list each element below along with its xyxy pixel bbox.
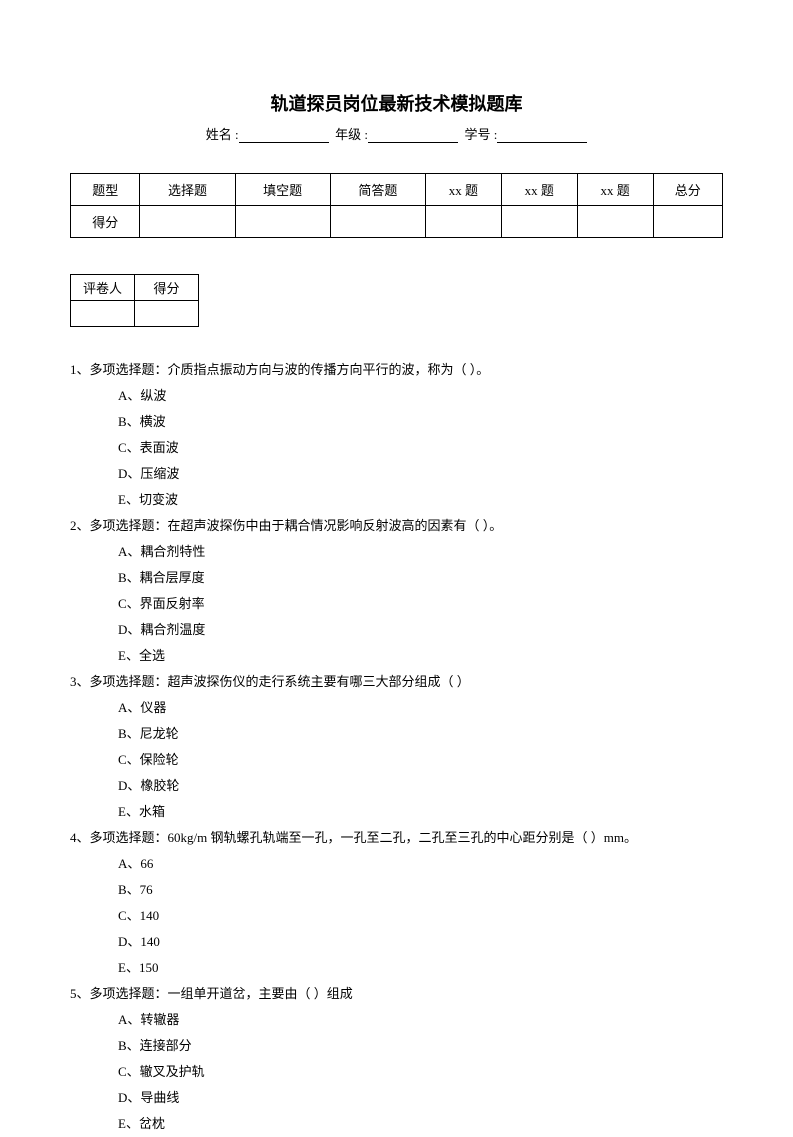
question: 2、多项选择题：在超声波探伤中由于耦合情况影响反射波高的因素有（ ）。A、耦合剂… bbox=[70, 513, 723, 669]
table-cell: 选择题 bbox=[140, 174, 235, 206]
table-cell bbox=[501, 206, 577, 238]
option: A、仪器 bbox=[118, 695, 723, 721]
option: E、岔枕 bbox=[118, 1111, 723, 1137]
table-cell bbox=[71, 301, 135, 327]
table-cell: xx 题 bbox=[425, 174, 501, 206]
table-cell bbox=[140, 206, 235, 238]
question-text: 5、多项选择题：一组单开道岔，主要由（ ）组成 bbox=[70, 981, 723, 1007]
table-cell: 得分 bbox=[135, 275, 199, 301]
option: A、纵波 bbox=[118, 383, 723, 409]
options: A、仪器B、尼龙轮C、保险轮D、橡胶轮E、水箱 bbox=[70, 695, 723, 825]
table-cell: 题型 bbox=[71, 174, 140, 206]
option: D、压缩波 bbox=[118, 461, 723, 487]
table-cell: xx 题 bbox=[577, 174, 653, 206]
question: 5、多项选择题：一组单开道岔，主要由（ ）组成A、转辙器B、连接部分C、辙叉及护… bbox=[70, 981, 723, 1137]
option: A、耦合剂特性 bbox=[118, 539, 723, 565]
question: 4、多项选择题：60kg/m 钢轨螺孔轨端至一孔，一孔至二孔，二孔至三孔的中心距… bbox=[70, 825, 723, 981]
question: 3、多项选择题：超声波探伤仪的走行系统主要有哪三大部分组成（ ）A、仪器B、尼龙… bbox=[70, 669, 723, 825]
option: E、全选 bbox=[118, 643, 723, 669]
option: D、导曲线 bbox=[118, 1085, 723, 1111]
table-row: 评卷人 得分 bbox=[71, 275, 199, 301]
name-label: 姓名 : bbox=[206, 127, 239, 142]
option: B、耦合层厚度 bbox=[118, 565, 723, 591]
option: B、横波 bbox=[118, 409, 723, 435]
table-cell bbox=[577, 206, 653, 238]
table-cell bbox=[425, 206, 501, 238]
table-cell: 得分 bbox=[71, 206, 140, 238]
table-cell: 简答题 bbox=[330, 174, 425, 206]
option: E、150 bbox=[118, 955, 723, 981]
questions-container: 1、多项选择题：介质指点振动方向与波的传播方向平行的波，称为（ ）。A、纵波B、… bbox=[70, 357, 723, 1137]
table-cell bbox=[235, 206, 330, 238]
option: E、水箱 bbox=[118, 799, 723, 825]
option: C、辙叉及护轨 bbox=[118, 1059, 723, 1085]
page-title: 轨道探员岗位最新技术模拟题库 bbox=[70, 90, 723, 116]
option: C、界面反射率 bbox=[118, 591, 723, 617]
grade-blank bbox=[368, 129, 458, 143]
table-row: 题型 选择题 填空题 简答题 xx 题 xx 题 xx 题 总分 bbox=[71, 174, 723, 206]
option: D、耦合剂温度 bbox=[118, 617, 723, 643]
question-text: 4、多项选择题：60kg/m 钢轨螺孔轨端至一孔，一孔至二孔，二孔至三孔的中心距… bbox=[70, 825, 723, 851]
option: E、切变波 bbox=[118, 487, 723, 513]
option: C、表面波 bbox=[118, 435, 723, 461]
question-text: 1、多项选择题：介质指点振动方向与波的传播方向平行的波，称为（ ）。 bbox=[70, 357, 723, 383]
question-text: 3、多项选择题：超声波探伤仪的走行系统主要有哪三大部分组成（ ） bbox=[70, 669, 723, 695]
question: 1、多项选择题：介质指点振动方向与波的传播方向平行的波，称为（ ）。A、纵波B、… bbox=[70, 357, 723, 513]
info-line: 姓名 : 年级 : 学号 : bbox=[70, 124, 723, 143]
options: A、66B、76C、140D、140E、150 bbox=[70, 851, 723, 981]
option: B、76 bbox=[118, 877, 723, 903]
name-blank bbox=[239, 129, 329, 143]
option: C、140 bbox=[118, 903, 723, 929]
id-label: 学号 : bbox=[464, 127, 497, 142]
table-cell bbox=[653, 206, 722, 238]
option: A、转辙器 bbox=[118, 1007, 723, 1033]
options: A、转辙器B、连接部分C、辙叉及护轨D、导曲线E、岔枕 bbox=[70, 1007, 723, 1137]
options: A、耦合剂特性B、耦合层厚度C、界面反射率D、耦合剂温度E、全选 bbox=[70, 539, 723, 669]
table-cell: 评卷人 bbox=[71, 275, 135, 301]
options: A、纵波B、横波C、表面波D、压缩波E、切变波 bbox=[70, 383, 723, 513]
id-blank bbox=[497, 129, 587, 143]
table-cell bbox=[135, 301, 199, 327]
grader-table: 评卷人 得分 bbox=[70, 274, 199, 327]
option: B、尼龙轮 bbox=[118, 721, 723, 747]
question-text: 2、多项选择题：在超声波探伤中由于耦合情况影响反射波高的因素有（ ）。 bbox=[70, 513, 723, 539]
option: D、橡胶轮 bbox=[118, 773, 723, 799]
grade-label: 年级 : bbox=[335, 127, 368, 142]
table-cell: 总分 bbox=[653, 174, 722, 206]
option: B、连接部分 bbox=[118, 1033, 723, 1059]
table-row: 得分 bbox=[71, 206, 723, 238]
option: A、66 bbox=[118, 851, 723, 877]
option: C、保险轮 bbox=[118, 747, 723, 773]
option: D、140 bbox=[118, 929, 723, 955]
table-cell: 填空题 bbox=[235, 174, 330, 206]
table-row bbox=[71, 301, 199, 327]
table-cell: xx 题 bbox=[501, 174, 577, 206]
score-table: 题型 选择题 填空题 简答题 xx 题 xx 题 xx 题 总分 得分 bbox=[70, 173, 723, 238]
table-cell bbox=[330, 206, 425, 238]
